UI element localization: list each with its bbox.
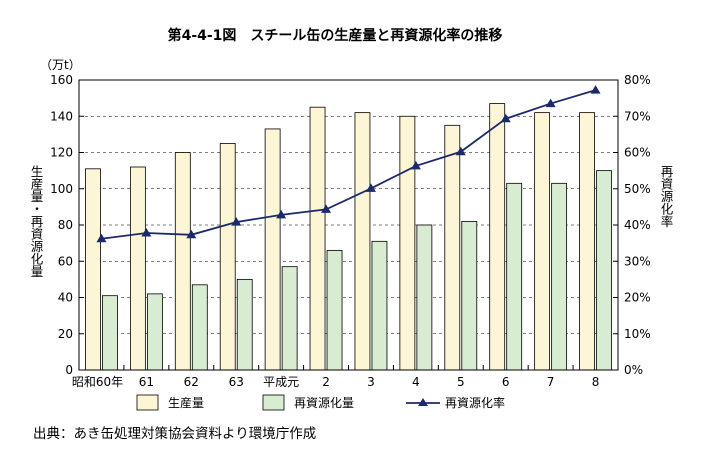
bar-production xyxy=(129,166,146,371)
x-axis-tick-label: 8 xyxy=(592,375,600,389)
rate-marker xyxy=(276,209,287,219)
x-axis-tick-label: 6 xyxy=(502,375,510,389)
bar-recycled-amount xyxy=(416,224,433,371)
rate-marker xyxy=(186,229,197,239)
bar-recycled-amount xyxy=(371,240,388,371)
bar-production xyxy=(579,112,595,371)
left-axis-tick-label: 120 xyxy=(50,146,73,160)
chart-title: 第4-4-1図 スチール缶の生産量と再資源化率の推移 xyxy=(168,27,503,44)
bar-production xyxy=(309,106,326,371)
left-axis-tick-label: 20 xyxy=(58,327,73,341)
bar-recycled-amount xyxy=(146,293,163,371)
left-axis-unit: （万t） xyxy=(40,58,81,72)
x-axis-tick-label: 2 xyxy=(322,375,330,389)
rate-marker xyxy=(500,113,511,123)
rate-marker xyxy=(545,98,556,108)
bar-production xyxy=(219,143,236,371)
right-axis-tick-label: 10% xyxy=(624,327,651,341)
bar-production xyxy=(174,152,191,371)
rate-line xyxy=(101,89,596,240)
bar-production xyxy=(534,112,551,371)
bars xyxy=(85,103,612,371)
bar-recycled-amount xyxy=(281,266,298,371)
bar-production xyxy=(85,168,101,371)
x-axis-tick-label: 3 xyxy=(367,375,375,389)
rate-marker xyxy=(231,217,242,226)
left-axis-tick-label: 40 xyxy=(58,291,73,305)
left-axis-tick-label: 160 xyxy=(50,73,73,87)
rate-marker xyxy=(96,233,107,243)
bar-recycled-amount xyxy=(191,284,208,371)
right-axis-tick-label: 70% xyxy=(624,109,651,123)
right-axis-tick-label: 40% xyxy=(624,218,651,232)
bar-production xyxy=(399,115,416,371)
left-axis-tick-label: 0 xyxy=(65,363,73,377)
legend-marker-rate xyxy=(418,398,428,406)
right-axis-tick-label: 0% xyxy=(624,363,643,377)
rate-marker xyxy=(455,146,466,156)
legend-swatch-production xyxy=(136,394,159,411)
right-axis-label: 再資源化率 xyxy=(659,165,674,228)
bar-recycled-amount xyxy=(596,170,612,371)
bar-recycled-amount xyxy=(551,182,568,371)
right-axis-tick-label: 20% xyxy=(624,291,651,305)
rate-marker xyxy=(410,160,421,170)
right-axis-tick-label: 30% xyxy=(624,254,651,268)
left-axis-tick-label: 140 xyxy=(50,109,73,123)
left-axis-tick-label: 60 xyxy=(58,254,73,268)
source-note: 出典：あき缶処理対策協会資料より環境庁作成 xyxy=(33,425,316,442)
x-axis-tick-label: 7 xyxy=(547,375,555,389)
rate-marker xyxy=(590,85,601,94)
left-axis-tick-label: 100 xyxy=(50,182,73,196)
x-axis-tick-label: 63 xyxy=(229,375,244,389)
bar-recycled-amount xyxy=(506,182,523,371)
axis-ticks: 0 0% 20 10% 40 20% 60 30% 80 40% 100 50% 120 60% 140 70… xyxy=(50,73,651,389)
x-axis-tick-label: 62 xyxy=(184,375,199,389)
left-axis-label: 生産量・再資源化量 xyxy=(29,165,44,278)
rate-marker xyxy=(141,227,152,237)
legend-label-rate: 再資源化率 xyxy=(445,395,505,410)
bar-production xyxy=(354,112,371,371)
left-axis-tick-label: 80 xyxy=(58,218,73,232)
legend-label-production: 生産量 xyxy=(168,395,204,410)
x-axis-tick-label: 平成元 xyxy=(263,375,299,389)
bar-production xyxy=(444,124,461,371)
bar-recycled-amount xyxy=(326,249,343,371)
rate-marker xyxy=(321,204,332,213)
legend-swatch-recycled-amount xyxy=(262,394,285,411)
legend-label-recycled-amount: 再資源化量 xyxy=(294,396,354,410)
legend: 生産量 再資源化量 再資源化率 xyxy=(136,394,505,411)
x-axis-tick-label: 昭和60年 xyxy=(72,375,123,389)
x-axis-tick-label: 4 xyxy=(412,375,420,389)
bar-production xyxy=(264,128,281,371)
bar-production xyxy=(489,103,506,371)
bar-recycled-amount xyxy=(461,220,478,371)
x-axis-tick-label: 61 xyxy=(139,375,154,389)
rate-marker xyxy=(365,183,376,192)
right-axis-tick-label: 80% xyxy=(624,73,651,87)
bar-recycled-amount xyxy=(236,278,253,371)
bar-recycled-amount xyxy=(102,295,118,371)
x-axis-tick-label: 5 xyxy=(457,375,465,389)
rate-line-series xyxy=(96,85,601,243)
right-axis-tick-label: 50% xyxy=(624,182,651,196)
right-axis-tick-label: 60% xyxy=(624,146,651,160)
